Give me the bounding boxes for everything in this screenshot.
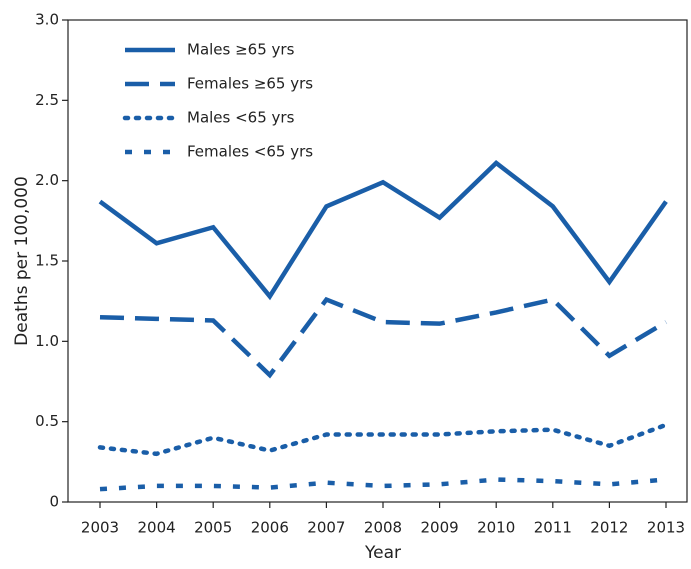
x-tick-label: 2012 — [590, 519, 628, 537]
legend-label: Females <65 yrs — [187, 143, 313, 161]
x-tick-label: 2006 — [251, 519, 289, 537]
y-tick-label: 0 — [49, 493, 59, 511]
legend-label: Males ≥65 yrs — [187, 41, 295, 59]
x-tick-label: 2003 — [81, 519, 119, 537]
x-tick-label: 2011 — [534, 519, 572, 537]
legend-label: Females ≥65 yrs — [187, 75, 313, 93]
series-line — [99, 477, 667, 492]
x-axis-title: Year — [364, 543, 401, 563]
y-tick-label: 3.0 — [35, 11, 59, 29]
x-tick-label: 2005 — [194, 519, 232, 537]
y-tick-label: 1.0 — [35, 332, 59, 350]
y-tick-label: 1.5 — [35, 252, 59, 270]
x-tick-label: 2013 — [647, 519, 685, 537]
y-tick-label: 0.5 — [35, 412, 59, 430]
y-axis-title: Deaths per 100,000 — [12, 176, 32, 346]
y-tick-label: 2.0 — [35, 171, 59, 189]
y-tick-label: 2.5 — [35, 91, 59, 109]
series-line — [98, 160, 668, 301]
x-tick-label: 2008 — [364, 519, 402, 537]
x-tick-label: 2010 — [477, 519, 515, 537]
series-line — [97, 422, 669, 457]
x-tick-label: 2004 — [138, 519, 176, 537]
series-line — [99, 296, 668, 379]
x-tick-label: 2009 — [421, 519, 459, 537]
legend-label: Males <65 yrs — [187, 109, 295, 127]
x-tick-label: 2007 — [307, 519, 345, 537]
